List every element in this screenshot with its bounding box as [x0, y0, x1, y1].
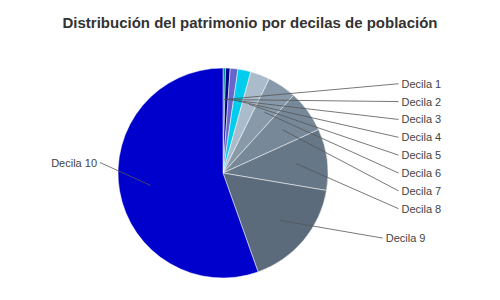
svg-text:Decila 3: Decila 3: [402, 113, 442, 125]
svg-text:Decila 8: Decila 8: [402, 203, 442, 215]
svg-text:Decila 5: Decila 5: [402, 149, 442, 161]
svg-text:Decila 6: Decila 6: [402, 167, 442, 179]
html-text:Distribución del patrimonio po: Distribución del patrimonio por decilas …: [62, 14, 438, 31]
svg-text:Decila 1: Decila 1: [402, 78, 442, 90]
svg-text:Decila 7: Decila 7: [402, 185, 442, 197]
svg-text:Decila 9: Decila 9: [386, 232, 426, 244]
svg-text:Decila 4: Decila 4: [402, 131, 442, 143]
svg-text:Decila 10: Decila 10: [51, 157, 97, 169]
svg-text:Decila 2: Decila 2: [402, 96, 442, 108]
